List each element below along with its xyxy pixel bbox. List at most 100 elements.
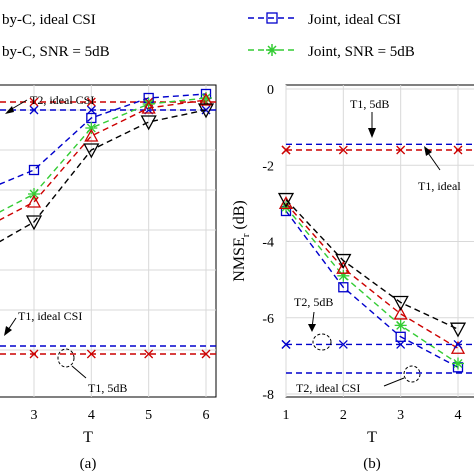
panel-a-series-5-point-2-tri	[140, 115, 157, 131]
panel-b-series-1-point-4-b	[453, 145, 463, 155]
panel-a-series-line-2	[0, 93, 207, 185]
panel-b-y-ticks: 0 -2 -4 -6 -8	[262, 83, 274, 403]
panel-a-series-7-point-1-b	[86, 349, 96, 359]
panel-a-series-7-point-0-b	[29, 349, 39, 359]
panel-b-series-4-point-2	[393, 306, 408, 320]
panel-a-series-0-point-1	[86, 105, 96, 115]
panel-a-series-line-5	[0, 109, 207, 243]
panel-b-series-4-point-1	[336, 260, 351, 274]
panel-b-series-3-point-2-d2	[396, 320, 406, 330]
panel-b-series-3-point-3-d2	[453, 359, 463, 368]
panel-b-x-tick-1: 1	[283, 408, 290, 423]
panel-b-series-6-point-1	[281, 339, 291, 349]
panel-b-series-1-point-2	[338, 145, 348, 155]
panel-b-series	[277, 143, 474, 374]
legend-label-joint-5db: Joint, SNR = 5dB	[308, 44, 415, 60]
panel-b-series-1-point-2-b	[338, 145, 348, 155]
panel-a-series-2-point-0-sq	[28, 164, 40, 176]
panel-a-annotation-t1-ideal-text: T1, ideal CSI	[18, 309, 82, 323]
panel-b-annotation-t2-5db-text: T2, 5dB	[294, 295, 333, 309]
panel-a-series-4-point-2-tri	[141, 100, 156, 114]
panel-b-series-2-point-1	[338, 282, 349, 293]
panel-a-series-5-point-1-tri	[83, 143, 100, 159]
panel-b-series-6-point-1-b	[281, 339, 291, 349]
panel-b-series-4-point-1-tri	[336, 260, 351, 274]
panel-b-y-tick--8: -8	[262, 388, 274, 403]
panel-a-annotation-t1-5db-text: T1, 5dB	[88, 381, 127, 395]
panel-b-series-3-point-3	[452, 357, 464, 370]
panel-b-y-tick-0: 0	[267, 83, 274, 98]
panel-b-series-1-point-1	[281, 145, 291, 155]
panel-a: 3 4 5 6 T (a) T2, ideal CSI T1, ideal CSI T…	[0, 84, 217, 472]
panel-a-series-4-point-2	[141, 100, 156, 114]
panel-a-series-1-point-1	[86, 97, 96, 107]
panel-a-series-4-point-0	[26, 194, 42, 208]
panel-b-series-5-point-3	[449, 322, 467, 338]
panel-b-series-line-4	[285, 202, 459, 349]
panel-a-series-5-point-3	[197, 103, 215, 119]
panel-a-series-2-point-0	[28, 164, 40, 176]
panel-b-x-tick-4: 4	[455, 408, 462, 423]
panel-b-series-1-point-1-b	[281, 145, 291, 155]
panel-a-series-3-point-1	[85, 122, 98, 134]
panel-a-series-0-point-0	[29, 105, 39, 115]
panel-a-series-3-point-3-d2	[201, 93, 211, 103]
panel-b-annotation-t2-ideal-text: T2, ideal CSI	[296, 381, 360, 395]
panel-a-series-7-point-3-b	[201, 349, 211, 359]
panel-b-series-4-point-2-tri	[393, 306, 408, 320]
panel-a-series-3-point-1-d2	[86, 123, 96, 133]
panel-a-series-3-point-0-d2	[29, 189, 39, 199]
panel-a-series-7-point-2-b	[144, 349, 154, 359]
panel-b-series-6-point-2-b	[338, 339, 348, 349]
panel-b-series-5-point-0	[277, 192, 295, 208]
panel-b-x-label: T	[367, 429, 377, 446]
legend-label-joint-ideal: Joint, ideal CSI	[308, 12, 401, 28]
panel-a-caption: (a)	[80, 456, 97, 472]
panel-b-annotation-t1-ideal-text: T1, ideal	[418, 179, 461, 193]
panel-a-series-5-point-1	[83, 143, 100, 159]
panel-a-series-5-point-2	[140, 115, 157, 131]
panel-a-series-1-point-1-b	[86, 97, 96, 107]
panel-b-y-tick--6: -6	[262, 312, 274, 327]
panel-a-series-3-point-0	[28, 188, 40, 200]
panel-b-annotation-t1-ideal: T1, ideal	[418, 146, 461, 193]
panel-a-series-4-point-1	[84, 128, 99, 142]
panel-b-series-2-point-2-sq	[395, 331, 406, 342]
panel-b-annotation-t2-5db: T2, 5dB	[294, 295, 333, 351]
panel-b-series-line-5	[285, 199, 459, 330]
panel-a-series-1-point-0-b	[29, 97, 39, 107]
panel-b-series-6-point-3-b	[396, 339, 406, 349]
panel-a-series-0-point-0-b	[29, 105, 39, 115]
panel-a-series-5-point-0	[25, 215, 43, 231]
panel-b-series-6-point-2	[338, 339, 348, 349]
panel-a-series-line-4	[0, 99, 207, 221]
panel-b-series-5-point-3-tri	[449, 322, 467, 338]
panel-b-annotation-t2-ideal: T2, ideal CSI	[296, 365, 421, 395]
panel-b-series-5-point-0-tri	[277, 192, 295, 208]
legend: by-C, ideal CSI by-C, SNR = 5dB Joint, i…	[2, 12, 415, 60]
panel-a-series-3-point-3	[200, 92, 212, 104]
panel-a-series-0-point-1-b	[86, 105, 96, 115]
panel-b-y-tick--4: -4	[262, 236, 274, 251]
panel-b-y-label: NMSEr (dB)	[231, 200, 252, 281]
panel-a-series-4-point-3-tri	[198, 92, 214, 106]
panel-a-series-7-point-0	[29, 349, 39, 359]
panel-a-series-7-point-1	[86, 349, 96, 359]
panel-b-series-5-point-1-tri	[335, 253, 352, 269]
legend-label-left-1: by-C, ideal CSI	[2, 12, 96, 28]
panel-b-caption: (b)	[363, 456, 381, 472]
panel-a-series	[0, 88, 216, 359]
legend-swatch-joint-ideal	[248, 12, 298, 24]
panel-a-frame	[0, 84, 217, 398]
panel-b-series-5-point-2	[392, 295, 409, 311]
panel-b-x-ticks: 1 2 3 4	[283, 408, 462, 423]
panel-a-series-7-point-3	[201, 349, 211, 359]
panel-b-annotation-t1-5db: T1, 5dB	[350, 97, 389, 138]
legend-swatch-joint-5db	[248, 44, 298, 56]
panel-a-annotation-t1-ideal: T1, ideal CSI	[4, 309, 82, 336]
legend-label-left-2: by-C, SNR = 5dB	[2, 44, 110, 60]
panel-b-series-6-point-4	[453, 339, 463, 349]
panel-a-series-5-point-0-tri	[25, 215, 43, 231]
panel-a-annotation-t2-ideal-text: T2, ideal CSI	[30, 93, 94, 107]
